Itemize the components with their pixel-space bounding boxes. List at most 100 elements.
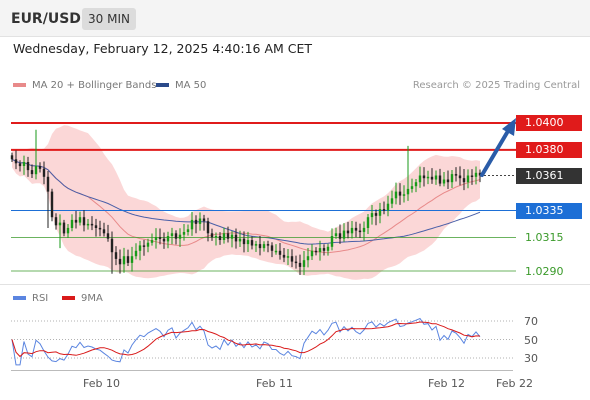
candle-body	[86, 223, 90, 226]
candle-body	[194, 219, 198, 224]
candle-body	[54, 217, 58, 226]
candle-body	[178, 234, 182, 239]
candle-body	[14, 159, 18, 164]
x-tick-feb12: Feb 12	[428, 377, 465, 390]
candle-body	[370, 213, 374, 218]
candle-body	[338, 233, 342, 239]
candle-body	[454, 174, 458, 176]
candle-body	[462, 178, 466, 183]
candle-body	[82, 217, 86, 226]
candle-body	[266, 244, 270, 246]
candle-body	[34, 166, 38, 175]
candle-body	[102, 229, 106, 234]
candle-body	[174, 233, 178, 239]
candle-body	[190, 219, 194, 230]
candle-body	[294, 261, 298, 264]
candle-body	[186, 229, 190, 232]
candle-body	[150, 240, 154, 243]
timeframe-button[interactable]: 30 MIN	[82, 8, 136, 30]
candle-body	[346, 230, 350, 234]
candle-body	[206, 221, 210, 234]
candle-body	[286, 256, 290, 258]
toolbar: EUR/USD 30 MIN	[0, 0, 590, 36]
bollinger-band	[12, 125, 480, 280]
candle-body	[130, 256, 134, 263]
candle-body	[278, 250, 282, 255]
ma50-line	[11, 158, 481, 245]
candle-body	[374, 213, 378, 216]
candle-body	[442, 179, 446, 184]
level-label-1.0380: 1.0380	[516, 142, 582, 158]
candle-body	[262, 244, 266, 249]
candle-body	[394, 191, 398, 199]
rsi-ma-line	[11, 321, 481, 358]
candle-body	[246, 240, 250, 245]
candle-body	[90, 223, 94, 226]
candle-body	[334, 233, 338, 236]
candle-body	[230, 234, 234, 239]
rsi-tick-70: 70	[524, 315, 538, 328]
candle-body	[162, 238, 166, 242]
candle-body	[122, 256, 126, 265]
candle-body	[198, 218, 202, 224]
candle-body	[430, 176, 434, 180]
candle-body	[366, 217, 370, 228]
candle-body	[78, 217, 82, 223]
candle-body	[354, 227, 358, 231]
ma50-swatch	[156, 83, 169, 87]
candle-body	[214, 236, 218, 238]
candle-body	[290, 256, 294, 262]
candle-body	[114, 252, 118, 259]
x-tick-feb10: Feb 10	[83, 377, 120, 390]
candle-body	[314, 250, 318, 253]
candle-body	[390, 198, 394, 204]
level-label-1.0400: 1.0400	[516, 115, 582, 131]
candle-body	[270, 245, 274, 251]
candle-body	[234, 234, 238, 242]
chart-datetime: Wednesday, February 12, 2025 4:40:16 AM …	[13, 41, 313, 56]
candle-body	[282, 254, 286, 258]
candle-body	[434, 175, 438, 180]
candle-body	[166, 236, 170, 242]
candle-body	[418, 175, 422, 183]
candle-body	[182, 232, 186, 235]
candle-body	[66, 227, 70, 234]
candle-body	[406, 188, 410, 195]
legend-ma20: MA 20 + Bollinger Bands	[13, 80, 156, 91]
candle-body	[250, 240, 254, 246]
candle-body	[106, 233, 110, 239]
legend-9ma: 9MA	[62, 293, 103, 304]
candle-body	[110, 238, 114, 253]
candle-body	[222, 233, 226, 240]
candle-body	[342, 230, 346, 239]
candle-body	[362, 227, 366, 232]
candle-body	[386, 203, 390, 211]
candle-body	[10, 155, 14, 160]
ma20-line	[11, 158, 481, 254]
x-tick-feb22: Feb 22	[496, 377, 533, 390]
candle-body	[62, 222, 66, 234]
last-price-label: 1.0361	[516, 168, 582, 184]
candle-body	[70, 219, 74, 228]
x-tick-feb11: Feb 11	[256, 377, 293, 390]
candle-body	[94, 225, 98, 228]
candle-body	[218, 236, 222, 240]
candle-body	[238, 238, 242, 242]
candle-body	[142, 245, 146, 247]
candle-body	[450, 174, 454, 183]
candle-body	[42, 168, 46, 177]
candle-body	[426, 176, 430, 179]
9ma-swatch	[62, 296, 75, 300]
ma20-label: MA 20 + Bollinger Bands	[32, 80, 157, 91]
candle-body	[298, 262, 302, 267]
candle-body	[158, 237, 162, 239]
forecast-arrowhead	[502, 118, 516, 136]
candle-body	[310, 250, 314, 257]
candle-body	[350, 227, 354, 234]
candle-body	[134, 250, 138, 257]
candle-body	[258, 244, 262, 249]
candle-body	[466, 175, 470, 183]
candle-body	[242, 238, 246, 245]
candle-body	[302, 260, 306, 267]
